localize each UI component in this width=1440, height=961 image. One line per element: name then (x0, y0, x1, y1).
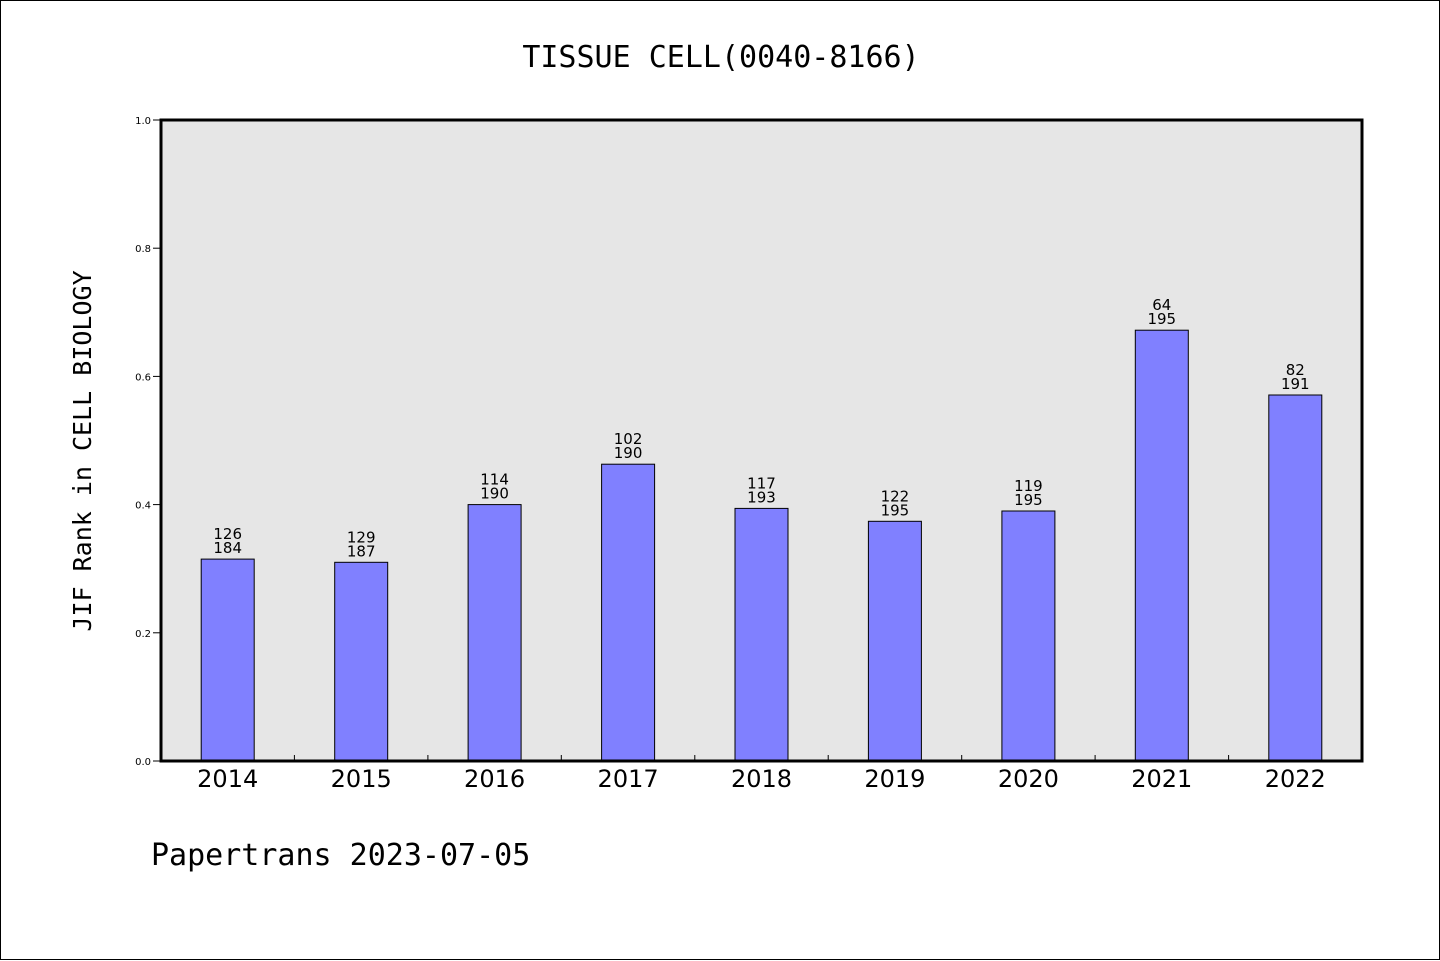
bar-label-rank-2018: 117 (747, 474, 776, 492)
bar-label-total-2021: 195 (1147, 310, 1176, 328)
footer-text: Papertrans 2023-07-05 (151, 838, 530, 873)
x-tick-label-2018: 2018 (731, 765, 792, 793)
bar-2018 (734, 507, 789, 762)
bar-2017 (601, 463, 656, 762)
plot-border (159, 118, 1364, 763)
bar-label-rank-2019: 122 (881, 487, 910, 505)
bar-2021 (1134, 329, 1189, 762)
bar-label-total-2019: 195 (881, 501, 910, 519)
x-tick-label-2014: 2014 (197, 765, 258, 793)
bar-2022 (1268, 394, 1323, 762)
x-axis: 2014 2015 2016 2017 2018 2019 2020 2021 2022 (197, 755, 1326, 793)
x-tick-label-2017: 2017 (598, 765, 659, 793)
bar-2016 (467, 504, 522, 762)
bar-label-total-2022: 191 (1281, 375, 1310, 393)
bar-label-total-2015: 187 (347, 542, 376, 560)
bar-label-rank-2016: 114 (480, 471, 509, 489)
bar-label-total-2016: 190 (480, 485, 509, 503)
bar-2020 (1001, 510, 1056, 762)
x-tick-label-2015: 2015 (331, 765, 392, 793)
bar-label-rank-2015: 129 (347, 528, 376, 546)
bar-label-rank-2022: 82 (1286, 361, 1305, 379)
bar-label-rank-2021: 64 (1152, 296, 1171, 314)
chart-title: TISSUE CELL(0040-8166) (522, 40, 919, 75)
y-tick-label: 0.4 (135, 501, 151, 512)
bar-label-total-2020: 195 (1014, 491, 1043, 509)
bar-2015 (334, 561, 389, 762)
bar-label-total-2014: 184 (213, 539, 242, 557)
x-tick-label-2016: 2016 (464, 765, 525, 793)
y-tick-label: 0.2 (135, 629, 151, 640)
bar-label-rank-2020: 119 (1014, 477, 1043, 495)
y-axis-label: JIF Rank in CELL BIOLOGY (68, 270, 97, 631)
bar-2014 (200, 558, 255, 762)
bar-label-rank-2017: 102 (614, 430, 643, 448)
y-tick-label: 0.8 (135, 244, 151, 255)
y-tick-label: 1.0 (135, 116, 151, 127)
bars-group (200, 329, 1323, 762)
bar-2019 (867, 520, 922, 762)
bar-label-rank-2014: 126 (213, 525, 242, 543)
y-tick-label: 0.0 (135, 757, 151, 768)
x-tick-label-2019: 2019 (864, 765, 925, 793)
x-tick-label-2022: 2022 (1265, 765, 1326, 793)
bar-label-total-2017: 190 (614, 444, 643, 462)
x-tick-label-2021: 2021 (1131, 765, 1192, 793)
y-axis: 0.0 0.2 0.4 0.6 0.8 1.0 (135, 116, 161, 768)
bar-label-total-2018: 193 (747, 488, 776, 506)
x-tick-label-2020: 2020 (998, 765, 1059, 793)
y-tick-label: 0.6 (135, 372, 151, 383)
